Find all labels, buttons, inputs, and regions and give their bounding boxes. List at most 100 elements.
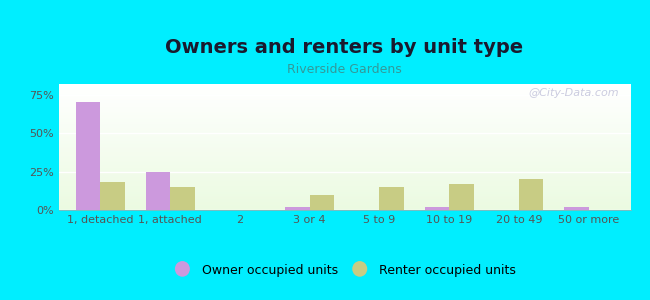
Bar [58,173,630,175]
Bar [58,189,630,190]
Bar [380,187,404,210]
Bar [58,105,630,107]
Bar [58,187,630,189]
Bar [58,175,630,176]
Bar [58,132,630,133]
Bar [58,158,630,160]
Bar [58,186,630,187]
Bar [58,143,630,145]
Bar [58,200,630,201]
Bar [58,209,630,210]
Bar [58,119,630,121]
Bar [449,184,474,210]
Bar [285,207,309,210]
Bar [58,109,630,110]
Bar [519,179,543,210]
Bar [58,127,630,128]
Bar [58,103,630,104]
Bar [58,157,630,158]
Bar [58,199,630,200]
Bar [58,113,630,114]
Bar [146,172,170,210]
Bar [58,156,630,157]
Bar [58,151,630,152]
Bar [58,197,630,199]
Bar [58,114,630,116]
Bar [58,88,630,89]
Bar [58,134,630,136]
Bar [58,206,630,208]
Bar [424,207,449,210]
Bar [58,149,630,151]
Bar [58,137,630,138]
Bar [58,110,630,112]
Bar [58,128,630,129]
Bar [58,148,630,149]
Bar [58,85,630,86]
Bar [58,191,630,192]
Bar [58,118,630,119]
Bar [58,142,630,143]
Bar [58,160,630,161]
Bar [58,112,630,113]
Bar [58,104,630,105]
Bar [58,153,630,154]
Bar [58,97,630,98]
Bar [58,180,630,181]
Bar [564,207,589,210]
Bar [58,95,630,97]
Bar [58,204,630,205]
Bar [58,117,630,118]
Bar [58,130,630,132]
Bar [58,166,630,167]
Bar [58,176,630,177]
Bar [58,94,630,95]
Bar [58,192,630,194]
Bar [58,164,630,165]
Bar [58,208,630,209]
Bar [58,184,630,185]
Bar [58,168,630,170]
Bar [58,154,630,156]
Bar [58,196,630,197]
Bar [58,123,630,124]
Bar [58,136,630,137]
Bar [58,162,630,164]
Bar [58,121,630,122]
Title: Owners and renters by unit type: Owners and renters by unit type [166,38,523,57]
Bar [58,145,630,146]
Bar [58,161,630,162]
Bar [58,195,630,196]
Bar [58,89,630,90]
Bar [58,84,630,85]
Bar [58,202,630,204]
Bar [309,195,334,210]
Bar [58,107,630,108]
Bar [58,124,630,126]
Bar [58,141,630,142]
Bar [58,181,630,182]
Bar [100,182,125,210]
Bar [58,116,630,117]
Text: @City-Data.com: @City-Data.com [528,88,619,98]
Bar [58,167,630,168]
Bar [58,102,630,103]
Bar [76,102,100,210]
Bar [58,190,630,191]
Bar [58,201,630,202]
Bar [58,182,630,184]
Bar [58,170,630,171]
Bar [58,99,630,100]
Bar [58,140,630,141]
Bar [58,165,630,166]
Bar [58,138,630,140]
Bar [58,126,630,127]
Bar [58,171,630,172]
Bar [58,172,630,173]
Bar [58,177,630,178]
Bar [58,133,630,134]
Bar [58,152,630,153]
Bar [58,194,630,195]
Bar [170,187,194,210]
Legend: Owner occupied units, Renter occupied units: Owner occupied units, Renter occupied un… [173,264,516,277]
